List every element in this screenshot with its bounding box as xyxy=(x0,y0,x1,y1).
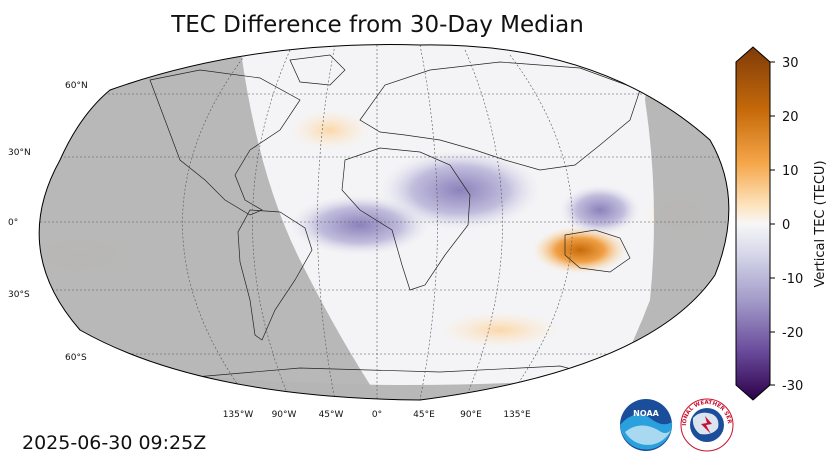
lat-label-60n: 60°N xyxy=(65,81,88,91)
colorbar-label: Vertical TEC (TECU) xyxy=(813,160,828,287)
colorbar: 30 20 10 0 -10 -20 -30 Vertical TEC (TEC… xyxy=(735,46,828,401)
lat-label-30n: 30°N xyxy=(8,148,31,158)
lat-label-60s: 60°S xyxy=(65,353,87,363)
south-america-outline xyxy=(237,209,313,341)
lon-label-0: 0° xyxy=(372,410,382,420)
colorbar-tick-20: 20 xyxy=(782,110,799,125)
australia-outline xyxy=(564,229,631,273)
noaa-logo-icon: NOAA xyxy=(620,399,673,451)
lat-label-0: 0° xyxy=(8,218,18,228)
lon-label-90w: 90°W xyxy=(272,410,297,420)
colorbar-tick-10: 10 xyxy=(782,164,799,179)
colorbar-bar xyxy=(735,46,771,401)
anomaly-negative-indian xyxy=(560,185,640,235)
anomaly-positive-south xyxy=(440,312,560,348)
globe-border xyxy=(38,44,730,401)
lat-label-30s: 30°S xyxy=(8,290,30,300)
latitude-labels: 60°N 30°N 0° 30°S 60°S xyxy=(8,81,88,363)
lon-label-135e: 135°E xyxy=(503,410,531,420)
anomaly-positive-australia xyxy=(532,226,628,274)
colorbar-tick-0: 0 xyxy=(782,218,790,233)
colorbar-tick-30: 30 xyxy=(782,56,799,71)
lon-label-90e: 90°E xyxy=(460,410,482,420)
anomaly-positive-north xyxy=(290,110,370,150)
colorbar-tick-neg20: -20 xyxy=(782,326,803,341)
timestamp: 2025-06-30 09:25Z xyxy=(22,432,207,454)
colorbar-tick-neg10: -10 xyxy=(782,272,803,287)
greenland-outline xyxy=(289,54,346,86)
north-america-outline xyxy=(149,69,301,216)
lon-label-45e: 45°E xyxy=(413,410,435,420)
colorbar-tick-neg30: -30 xyxy=(782,379,803,394)
lon-label-135w: 135°W xyxy=(223,410,254,420)
lon-label-45w: 45°W xyxy=(319,410,344,420)
noaa-logo-text: NOAA xyxy=(633,409,659,418)
eurasia-outline xyxy=(359,61,641,171)
longitude-labels: 135°W 90°W 45°W 0° 45°E 90°E 135°E xyxy=(223,410,531,420)
map-title: TEC Difference from 30-Day Median xyxy=(171,12,584,38)
africa-outline xyxy=(341,147,471,291)
graticule xyxy=(39,44,729,401)
